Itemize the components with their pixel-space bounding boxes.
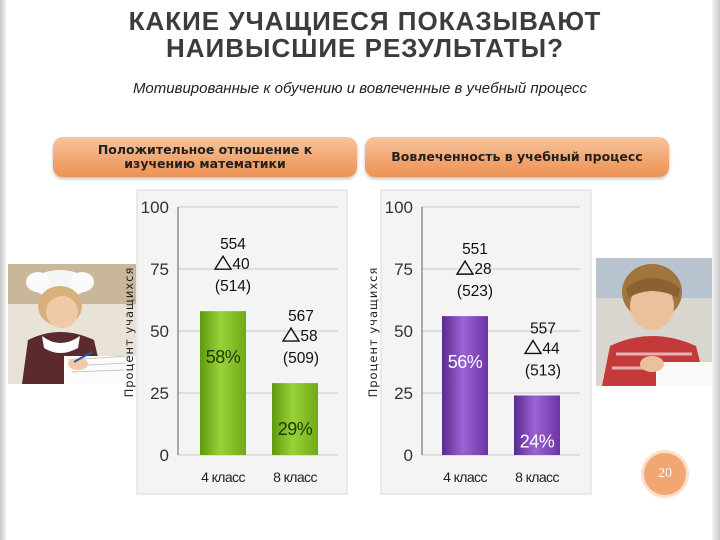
annotation-delta: 58 bbox=[300, 328, 317, 345]
x-tick-label: 4 класс bbox=[201, 469, 245, 485]
x-tick-label: 4 класс bbox=[443, 469, 487, 485]
y-tick-label: 25 bbox=[150, 384, 169, 403]
delta-icon bbox=[213, 254, 233, 270]
y-tick-label: 25 bbox=[394, 384, 413, 403]
y-axis-label: Процент учащихся bbox=[122, 267, 136, 398]
chart-engagement: Процент учащихся 0 25 50 75 100 56% 4 класс 551 2… bbox=[366, 189, 592, 495]
annotation-reference: (514) bbox=[215, 278, 251, 295]
y-tick-label: 0 bbox=[404, 446, 413, 465]
chart-header-attitude: Положительное отношение к изучению матем… bbox=[53, 137, 357, 177]
page-number-badge: 20 bbox=[644, 453, 686, 495]
y-tick-label: 75 bbox=[150, 260, 169, 279]
y-tick-label: 50 bbox=[150, 322, 169, 341]
page-number: 20 bbox=[658, 466, 672, 481]
y-tick-label: 0 bbox=[160, 446, 169, 465]
y-tick-label: 75 bbox=[394, 260, 413, 279]
y-tick-label: 100 bbox=[385, 198, 413, 217]
delta-icon bbox=[455, 259, 475, 275]
annotation-score: 567 bbox=[288, 308, 314, 325]
bar-value-label: 29% bbox=[278, 419, 313, 439]
x-tick-label: 8 класс bbox=[273, 469, 317, 485]
schoolboy-photo bbox=[596, 258, 712, 386]
y-tick-label: 50 bbox=[394, 322, 413, 341]
annotation-reference: (513) bbox=[525, 362, 561, 379]
bar bbox=[514, 395, 560, 455]
chart-header-engagement: Вовлеченность в учебный процесс bbox=[365, 137, 669, 177]
slide-title: КАКИЕ УЧАЩИЕСЯ ПОКАЗЫВАЮТ НАИВЫСШИЕ РЕЗУ… bbox=[128, 6, 602, 63]
annotation-score: 554 bbox=[220, 236, 246, 253]
slide-frame-left bbox=[0, 0, 6, 540]
annotation-reference: (523) bbox=[457, 283, 493, 300]
bar bbox=[272, 383, 318, 455]
bar bbox=[442, 316, 488, 455]
annotation-reference: (509) bbox=[283, 350, 319, 367]
slide-frame-right bbox=[712, 0, 720, 540]
chart-header-attitude-text: Положительное отношение к изучению матем… bbox=[97, 142, 313, 171]
annotation-delta: 28 bbox=[474, 261, 491, 278]
slide-subtitle: Мотивированные к обучению и вовлеченные … bbox=[132, 80, 588, 97]
annotation-delta: 40 bbox=[232, 256, 250, 273]
annotation-score: 551 bbox=[462, 241, 488, 258]
annotation-delta: 44 bbox=[542, 340, 560, 357]
bar-value-label: 58% bbox=[206, 347, 241, 367]
bar-value-label: 24% bbox=[520, 431, 555, 451]
y-tick-label: 100 bbox=[141, 198, 169, 217]
y-axis-label: Процент учащихся bbox=[366, 267, 380, 398]
schoolgirl-photo bbox=[8, 264, 136, 384]
bar-value-label: 56% bbox=[448, 352, 483, 372]
annotation-score: 557 bbox=[530, 320, 556, 337]
delta-icon bbox=[523, 339, 543, 355]
x-tick-label: 8 класс bbox=[515, 469, 559, 485]
chart-attitude: Процент учащихся 0 25 50 75 100 58% 4 класс 554 4… bbox=[122, 189, 348, 495]
bar bbox=[200, 311, 246, 455]
delta-icon bbox=[281, 326, 301, 342]
chart-header-engagement-text: Вовлеченность в учебный процесс bbox=[391, 149, 643, 164]
